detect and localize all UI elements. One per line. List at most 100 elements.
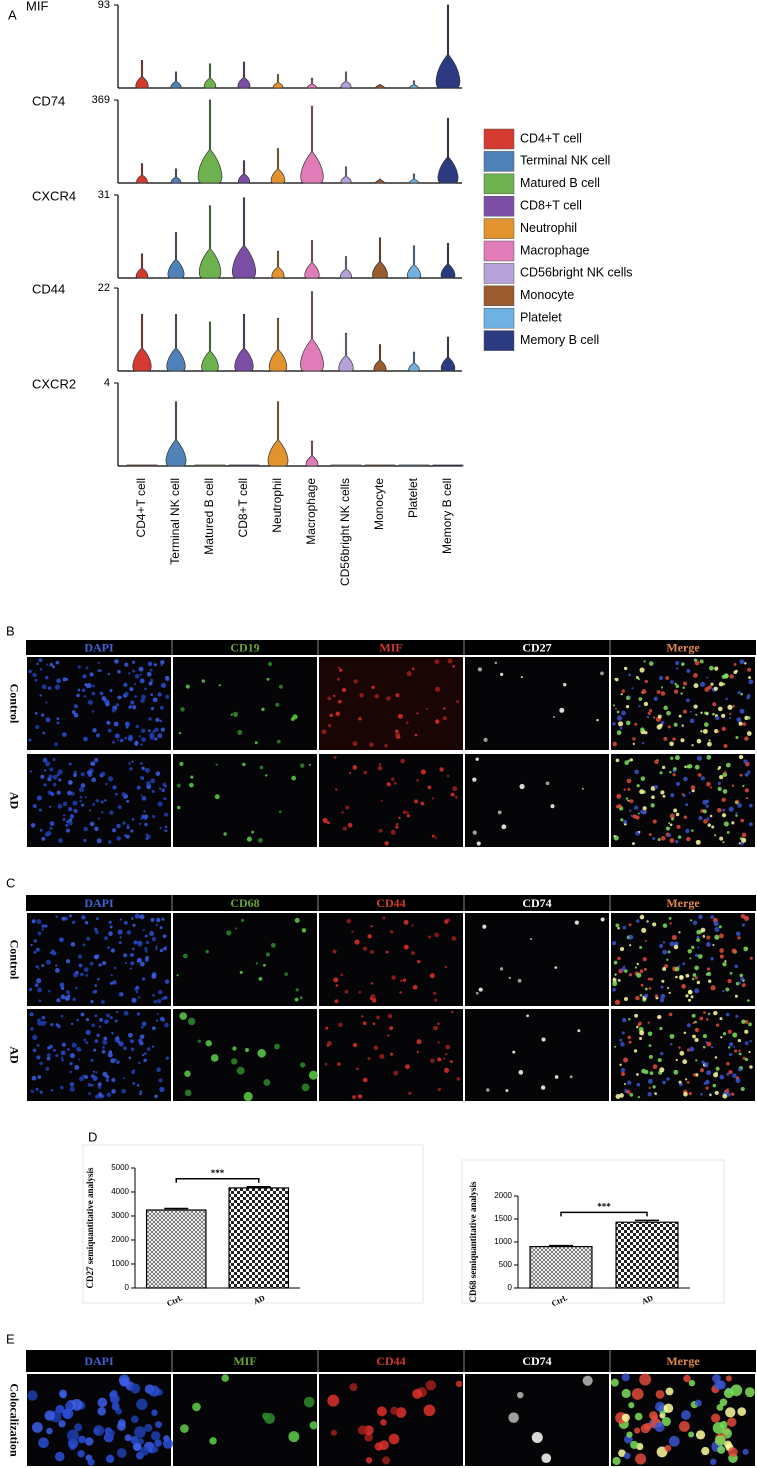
cell-dot: [352, 741, 358, 747]
cell-dot: [111, 1402, 120, 1411]
cell-dot: [630, 814, 634, 817]
cell-dot: [112, 980, 117, 985]
cell-dot: [54, 1451, 65, 1462]
significance-label: ***: [597, 1201, 611, 1211]
cell-dot: [681, 793, 684, 796]
cell-dot: [107, 1052, 113, 1058]
channel-label: DAPI: [84, 640, 114, 654]
cell-dot: [131, 997, 137, 1003]
cell-dot: [257, 1048, 266, 1058]
cell-dot: [642, 806, 647, 811]
cell-dot: [600, 671, 604, 676]
cell-dot: [693, 704, 698, 709]
cell-dot: [695, 839, 701, 845]
cell-dot: [455, 1380, 463, 1388]
cell-dot: [747, 667, 752, 672]
cell-dot: [715, 715, 720, 721]
cell-dot: [69, 1061, 73, 1066]
cell-dot: [644, 987, 648, 991]
cell-dot: [288, 1431, 300, 1443]
cell-dot: [300, 1062, 306, 1068]
cell-dot: [352, 765, 358, 770]
cell-dot: [634, 966, 638, 969]
cell-dot: [708, 739, 711, 742]
cell-dot: [686, 1048, 690, 1052]
cell-dot: [744, 1057, 749, 1062]
cell-dot: [95, 917, 99, 921]
cell-dot: [164, 979, 170, 984]
cell-dot: [274, 1043, 280, 1050]
cell-dot: [342, 826, 347, 831]
cell-dot: [328, 724, 332, 728]
cell-dot: [664, 1444, 672, 1452]
cell-dot: [378, 763, 382, 766]
cell-dot: [140, 728, 146, 733]
cell-dot: [620, 1067, 626, 1073]
cell-dot: [55, 964, 58, 967]
cell-dot: [614, 1045, 617, 1048]
cell-dot: [44, 1021, 47, 1024]
cell-dot: [400, 979, 403, 983]
cell-dot: [109, 810, 114, 815]
cell-dot: [154, 727, 159, 732]
cell-dot: [659, 944, 664, 948]
violin: [201, 321, 219, 372]
cell-dot: [309, 1421, 318, 1430]
cell-dot: [442, 707, 446, 710]
cell-dot: [744, 736, 749, 741]
cell-dot: [686, 764, 691, 769]
cell-dot: [640, 776, 646, 781]
violin: [203, 63, 217, 89]
cell-dot: [80, 972, 84, 977]
cell-dot: [700, 776, 705, 781]
cell-dot: [388, 1433, 400, 1445]
cell-dot: [370, 925, 373, 928]
cell-dot: [670, 1043, 673, 1046]
cell-dot: [643, 967, 647, 971]
cell-dot: [749, 956, 753, 960]
cell-dot: [667, 833, 672, 837]
cell-dot: [201, 679, 206, 683]
cell-dot: [431, 797, 434, 800]
cell-dot: [371, 998, 377, 1003]
cell-dot: [36, 978, 42, 984]
cell-dot: [628, 934, 634, 940]
cell-dot: [184, 1070, 191, 1077]
cell-dot: [700, 1092, 703, 1096]
cell-dot: [644, 679, 648, 684]
cell-dot: [105, 1078, 109, 1082]
cell-dot: [137, 942, 142, 947]
cell-dot: [30, 1089, 34, 1094]
cell-dot: [649, 1071, 654, 1076]
cell-dot: [623, 997, 628, 1001]
cell-dot: [444, 1052, 448, 1056]
cell-dot: [275, 702, 280, 707]
cell-dot: [134, 682, 137, 685]
channel-label: CD44: [376, 1354, 405, 1368]
cell-dot: [82, 688, 86, 692]
cell-dot: [91, 684, 95, 688]
cell-dot: [179, 1012, 188, 1020]
cell-dot: [57, 803, 63, 809]
cell-dot: [327, 1040, 332, 1046]
cell-dot: [135, 985, 139, 989]
cell-dot: [326, 821, 330, 825]
cell-dot: [46, 663, 49, 666]
cell-dot: [696, 938, 700, 942]
y-axis-label: CD68 semiquantitative analysis: [468, 1181, 478, 1303]
cell-dot: [114, 1019, 118, 1023]
cell-dot: [675, 684, 680, 688]
cell-dot: [613, 835, 619, 841]
cell-dot: [70, 1398, 83, 1411]
cell-dot: [90, 1058, 94, 1063]
cell-dot: [105, 782, 108, 786]
cell-dot: [349, 1383, 358, 1392]
cell-dot: [276, 739, 281, 744]
cell-dot: [712, 943, 715, 947]
cell-dot: [729, 971, 733, 975]
micrograph: [465, 657, 609, 750]
cell-dot: [516, 1391, 524, 1399]
cell-dot: [190, 775, 194, 779]
cell-dot: [117, 929, 123, 935]
cell-dot: [659, 998, 665, 1003]
